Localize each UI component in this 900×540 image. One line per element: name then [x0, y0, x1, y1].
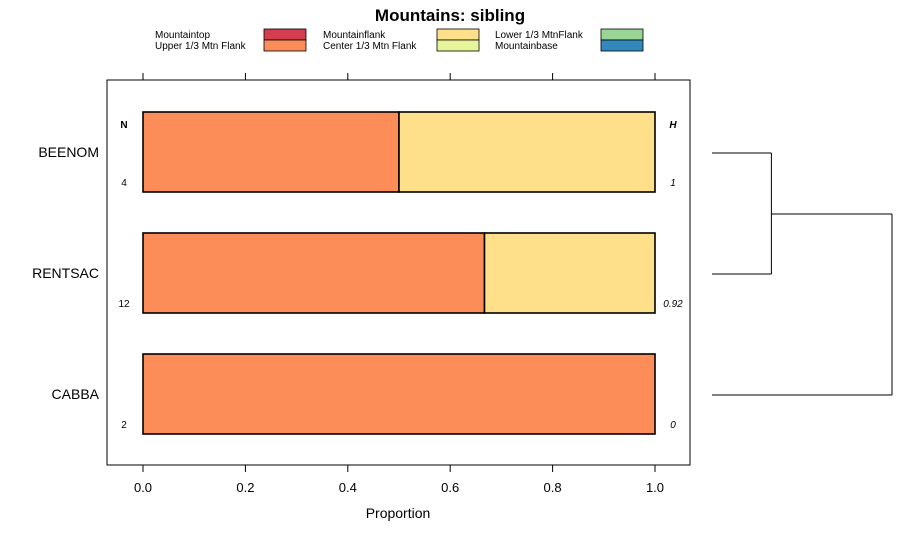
category-labels: BEENOM 4 1 RENTSAC 12 0.92 CABBA 2 0 [32, 144, 683, 431]
n-value-beenom: 4 [121, 178, 127, 189]
legend-swatch-center-1-3-mtn-flank [436, 39, 480, 52]
x-tick-label: 0.2 [236, 480, 254, 495]
plot-frame [106, 79, 691, 466]
category-label-rentsac: RENTSAC [32, 265, 99, 281]
dendrogram [712, 152, 893, 396]
bar-beenom-mountainflank [398, 111, 656, 193]
category-label-cabba: CABBA [52, 386, 100, 402]
bar-beenom-upper-1-3-mtn-flank [142, 111, 400, 193]
x-tick-label: 0.6 [441, 480, 459, 495]
n-header: N [120, 120, 127, 131]
x-tick-label: 1.0 [646, 480, 664, 495]
x-tick-label: 0.4 [339, 480, 357, 495]
legend-label-mountaintop: Mountaintop [155, 30, 210, 41]
legend-swatch-mountaintop [263, 28, 307, 41]
category-label-beenom: BEENOM [38, 144, 99, 160]
bar-rentsac-upper-1-3-mtn-flank [142, 232, 486, 314]
legend-label-lower-1-3-mtnflank: Lower 1/3 MtnFlank [495, 30, 584, 41]
x-axis: 0.0 0.2 0.4 0.6 0.8 1.0 [134, 73, 664, 495]
x-tick-label: 0.0 [134, 480, 152, 495]
legend-swatch-upper-1-3-mtn-flank [263, 39, 307, 52]
h-value-rentsac: 0.92 [663, 299, 683, 310]
legend-swatch-lower-1-3-mtnflank [600, 28, 644, 41]
bar-rentsac-mountainflank [483, 232, 656, 314]
n-value-rentsac: 12 [118, 299, 130, 310]
h-value-beenom: 1 [670, 178, 676, 189]
legend-label-mountainflank: Mountainflank [323, 30, 386, 41]
legend-swatch-mountainflank [436, 28, 480, 41]
legend-label-upper-1-3-mtn-flank: Upper 1/3 Mtn Flank [155, 41, 247, 52]
n-value-cabba: 2 [121, 420, 127, 431]
bars [142, 111, 656, 435]
h-header: H [669, 120, 677, 131]
chart-title: Mountains: sibling [375, 6, 525, 25]
x-axis-title: Proportion [366, 505, 431, 521]
x-tick-label: 0.8 [544, 480, 562, 495]
legend-label-mountainbase: Mountainbase [495, 41, 558, 52]
legend-swatch-mountainbase [600, 39, 644, 52]
bar-cabba-upper-1-3-mtn-flank [142, 353, 656, 435]
legend-label-center-1-3-mtn-flank: Center 1/3 Mtn Flank [323, 41, 417, 52]
h-value-cabba: 0 [670, 420, 676, 431]
